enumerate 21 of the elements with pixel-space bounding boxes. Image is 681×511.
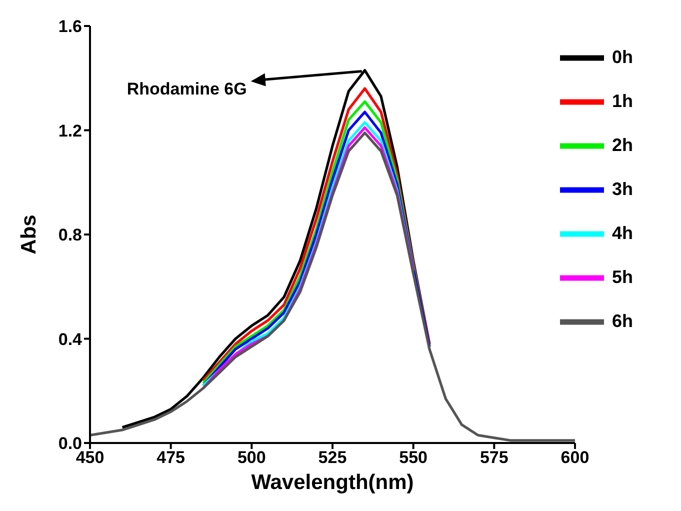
y-tick-label: 0.8 (58, 226, 82, 245)
legend-label: 3h (612, 178, 633, 199)
x-tick-label: 475 (156, 448, 186, 468)
annotation: Rhodamine 6G (126, 79, 247, 98)
x-tick-label: 525 (318, 448, 347, 468)
y-axis-title: Abs (17, 214, 40, 254)
x-tick-label: 550 (399, 448, 428, 468)
y-tick-label: 1.6 (58, 17, 82, 36)
legend-label: 5h (612, 266, 633, 287)
legend-label: 2h (612, 134, 633, 155)
x-tick-label: 500 (237, 448, 266, 468)
legend-label: 6h (612, 310, 633, 331)
legend-label: 0h (612, 46, 633, 67)
x-tick-label: 575 (480, 448, 508, 468)
x-tick-label: 600 (560, 448, 590, 468)
x-axis-title: Wavelength(nm) (251, 471, 414, 494)
x-tick-label: 450 (76, 448, 104, 468)
y-tick-label: 1.2 (58, 121, 82, 140)
y-tick-label: 0.4 (58, 330, 83, 349)
legend-label: 4h (612, 222, 633, 243)
legend-label: 1h (612, 90, 633, 111)
